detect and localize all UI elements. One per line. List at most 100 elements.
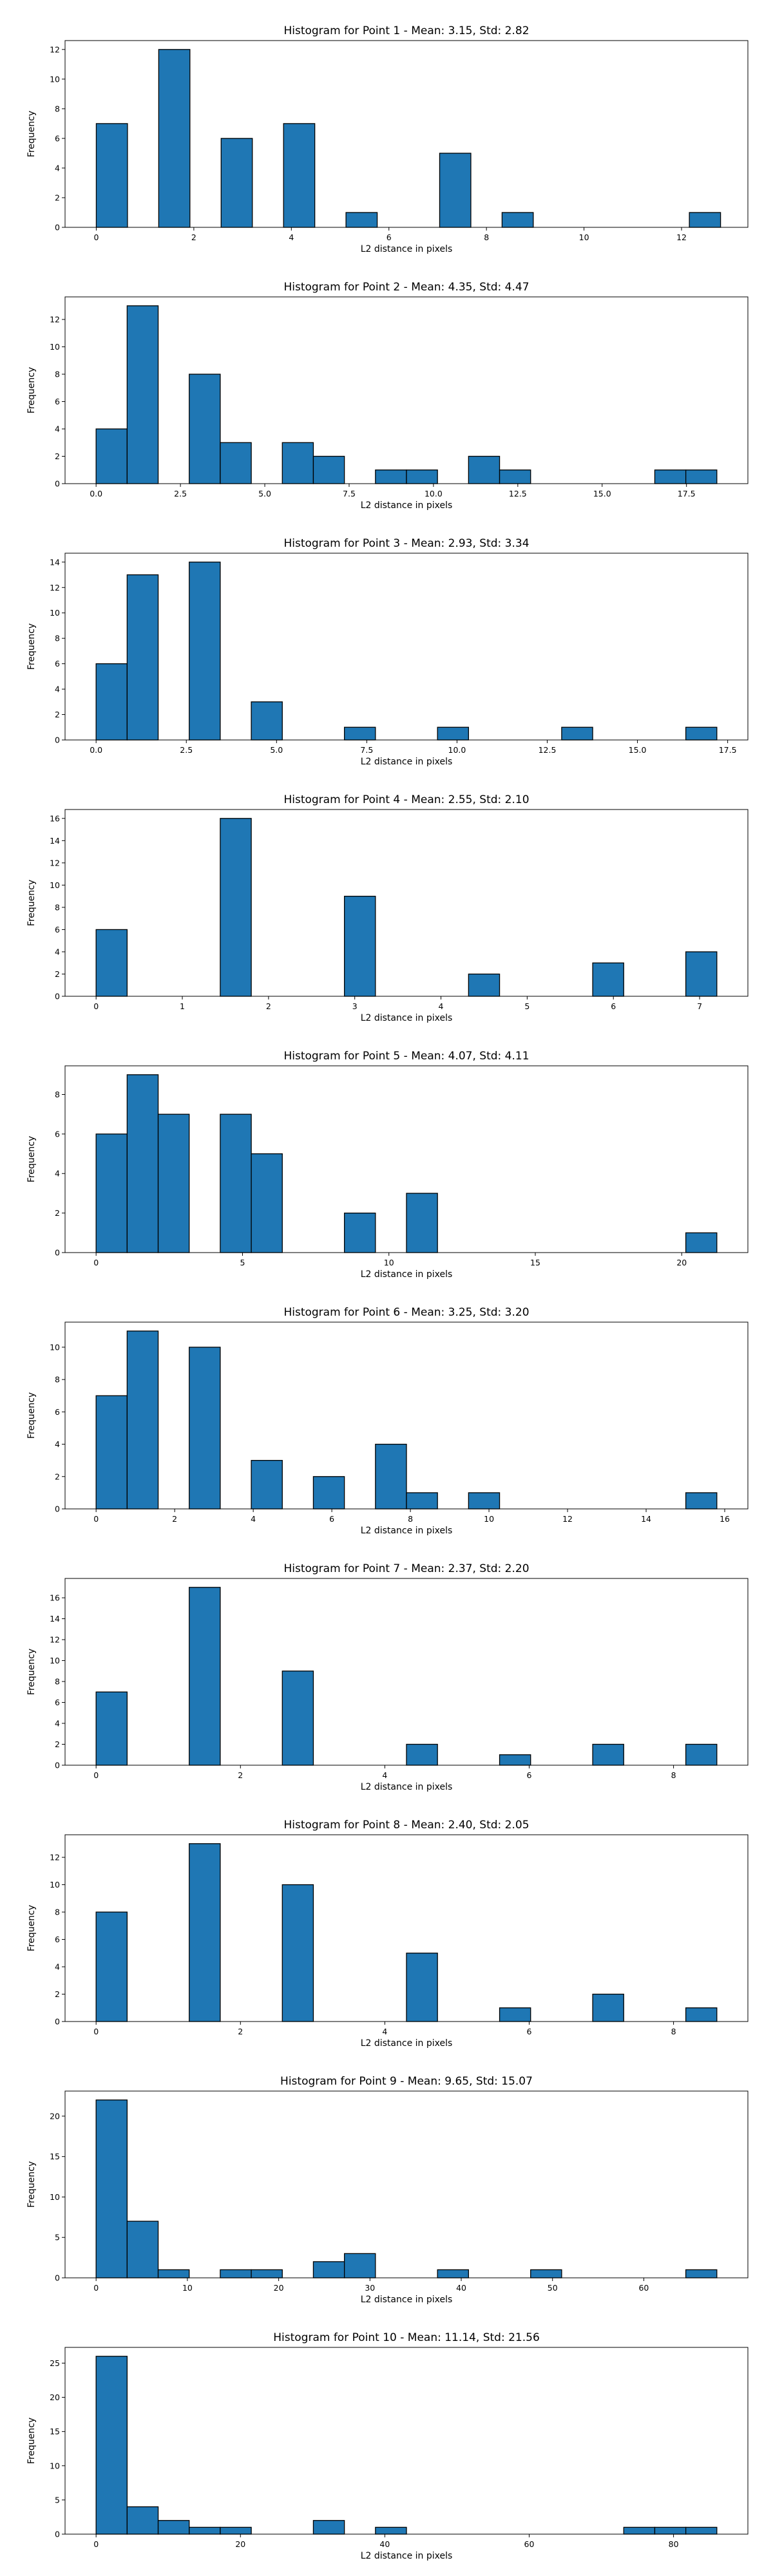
histogram-bar [499,1754,531,1766]
histogram-bar [468,1492,501,1510]
x-tick-label: 0 [93,2027,99,2036]
y-tick-label: 6 [55,397,60,406]
axes-frame [64,1578,749,1766]
y-tick-label: 8 [55,1090,60,1099]
histogram-bar [343,1212,376,1253]
axes-frame [64,40,749,228]
y-tick-label: 6 [55,925,60,934]
y-tick-label: 2 [55,1472,60,1481]
x-axis-label: L2 distance in pixels [361,2038,453,2049]
y-axis-label: Frequency [26,1392,37,1439]
histogram-panel-3: Histogram for Point 3 - Mean: 2.93, Std:… [26,537,749,767]
histogram-bar [157,2269,190,2278]
x-tick-label: 12.5 [509,489,527,498]
y-tick-label: 0 [55,992,60,1001]
plot-title: Histogram for Point 1 - Mean: 3.15, Std:… [283,24,529,37]
histogram-bar [406,1193,438,1253]
histogram-bar [282,442,314,484]
histogram-bar [437,726,470,741]
x-tick-label: 2 [191,232,196,242]
y-tick-label: 10 [50,1880,60,1889]
histogram-bar [685,951,718,997]
y-tick-label: 10 [50,2192,60,2202]
x-tick-label: 30 [365,2283,375,2293]
x-tick-label: 0 [93,1770,99,1780]
histogram-bar [468,973,501,997]
y-tick-label: 6 [55,659,60,668]
x-tick-label: 60 [638,2283,649,2293]
y-tick-label: 2 [55,451,60,461]
x-tick-label: 0.0 [90,745,102,755]
y-tick-label: 10 [50,2461,60,2470]
x-tick-label: 0 [93,2283,99,2293]
x-axis-label: L2 distance in pixels [361,1269,453,1280]
histogram-bar [126,305,159,484]
y-tick-label: 12 [50,858,60,867]
x-tick-label: 4 [251,1514,256,1524]
y-axis-label: Frequency [26,111,37,157]
y-tick-label: 2 [55,1208,60,1218]
histogram-bar [406,1492,438,1510]
x-tick-label: 8 [408,1514,413,1524]
y-tick-label: 4 [55,1439,60,1449]
histogram-bar [282,1671,314,1766]
plot-title: Histogram for Point 9 - Mean: 9.65, Std:… [280,2075,533,2088]
y-tick-label: 4 [55,947,60,956]
y-tick-label: 4 [55,1719,60,1728]
histogram-bar [499,469,531,484]
histogram-bar [220,2526,252,2535]
histogram-bar [95,663,128,741]
y-axis-label: Frequency [26,2418,37,2464]
histogram-panel-7: Histogram for Point 7 - Mean: 2.37, Std:… [26,1562,749,1792]
histogram-bar [499,2007,531,2022]
histogram-bar [251,1153,283,1253]
x-tick-label: 40 [379,2539,390,2549]
y-tick-label: 6 [55,1407,60,1417]
histogram-bar [157,1113,190,1253]
y-tick-label: 14 [50,1614,60,1624]
histogram-bar [251,2269,283,2278]
y-tick-label: 25 [50,2358,60,2368]
histogram-bar [561,726,593,741]
histogram-bar [375,469,407,484]
histogram-panel-9: Histogram for Point 9 - Mean: 9.65, Std:… [26,2075,749,2305]
y-tick-label: 0 [55,1504,60,1514]
histogram-bar [689,212,721,228]
y-tick-label: 0 [55,223,60,232]
y-tick-label: 10 [50,1342,60,1352]
y-tick-label: 10 [50,880,60,890]
axes-frame [64,1834,749,2022]
x-tick-label: 4 [382,1770,387,1780]
y-axis-label: Frequency [26,1136,37,1182]
y-tick-label: 14 [50,557,60,567]
y-tick-label: 12 [50,583,60,592]
histogram-bar [95,2356,128,2535]
y-axis-label: Frequency [26,1905,37,1951]
histogram-bar [685,1743,718,1766]
histogram-bar [189,374,221,484]
plot-title: Histogram for Point 2 - Mean: 4.35, Std:… [283,281,529,294]
histogram-bar [220,442,252,484]
y-tick-label: 8 [55,370,60,379]
histogram-bar [685,2007,718,2022]
histogram-bar [126,1074,159,1253]
y-tick-label: 4 [55,1962,60,1972]
histogram-bar [126,2506,159,2535]
x-tick-label: 15 [530,1258,540,1267]
x-tick-label: 6 [527,1770,532,1780]
y-tick-label: 16 [50,1593,60,1603]
x-tick-label: 15.0 [593,489,611,498]
x-axis-label: L2 distance in pixels [361,2295,453,2305]
x-tick-label: 10 [182,2283,193,2293]
histogram-bar [189,1843,221,2022]
histogram-bar [343,726,376,741]
x-tick-label: 10 [384,1258,394,1267]
y-tick-label: 0 [55,1761,60,1770]
x-tick-label: 7.5 [360,745,373,755]
histogram-bar [126,1331,159,1510]
histogram-panel-5: Histogram for Point 5 - Mean: 4.07, Std:… [26,1050,749,1280]
axes-frame [64,2090,749,2278]
histogram-bar [220,138,253,228]
y-tick-label: 6 [55,1698,60,1707]
x-tick-label: 5.0 [258,489,271,498]
